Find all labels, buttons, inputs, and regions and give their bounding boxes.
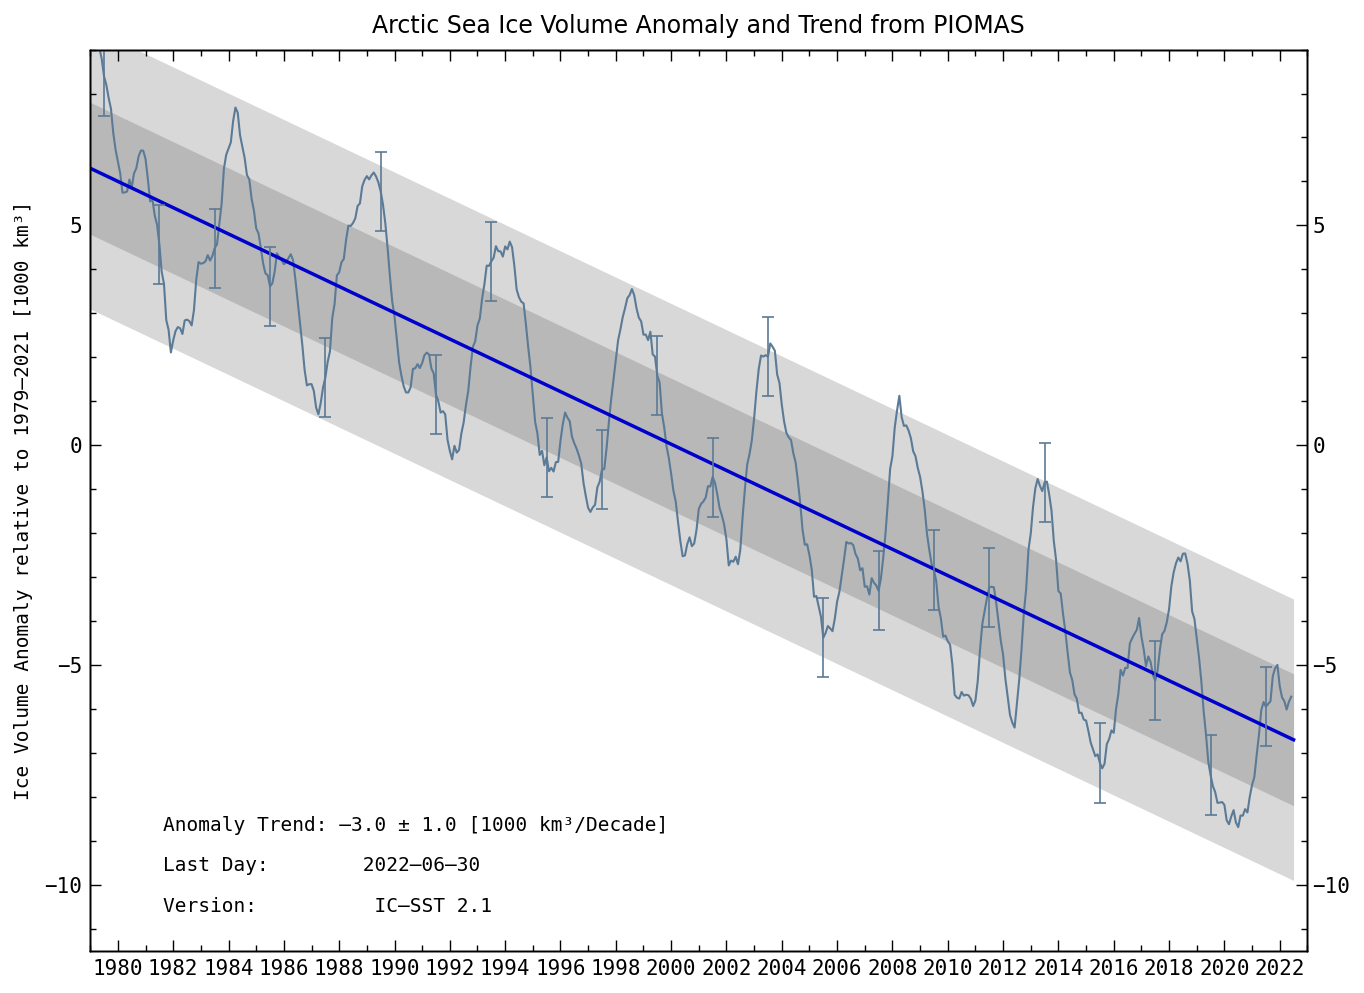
Title: Arctic Sea Ice Volume Anomaly and Trend from PIOMAS: Arctic Sea Ice Volume Anomaly and Trend … [372,14,1026,38]
Text: Version:          IC–SST 2.1: Version: IC–SST 2.1 [164,897,492,916]
Text: Anomaly Trend: –3.0 ± 1.0 [1000 km³/Decade]: Anomaly Trend: –3.0 ± 1.0 [1000 km³/Deca… [164,815,668,834]
Y-axis label: Ice Volume Anomaly relative to 1979–2021 [1000 km³]: Ice Volume Anomaly relative to 1979–2021… [14,201,33,799]
Text: Last Day:        2022–06–30: Last Day: 2022–06–30 [164,856,480,875]
